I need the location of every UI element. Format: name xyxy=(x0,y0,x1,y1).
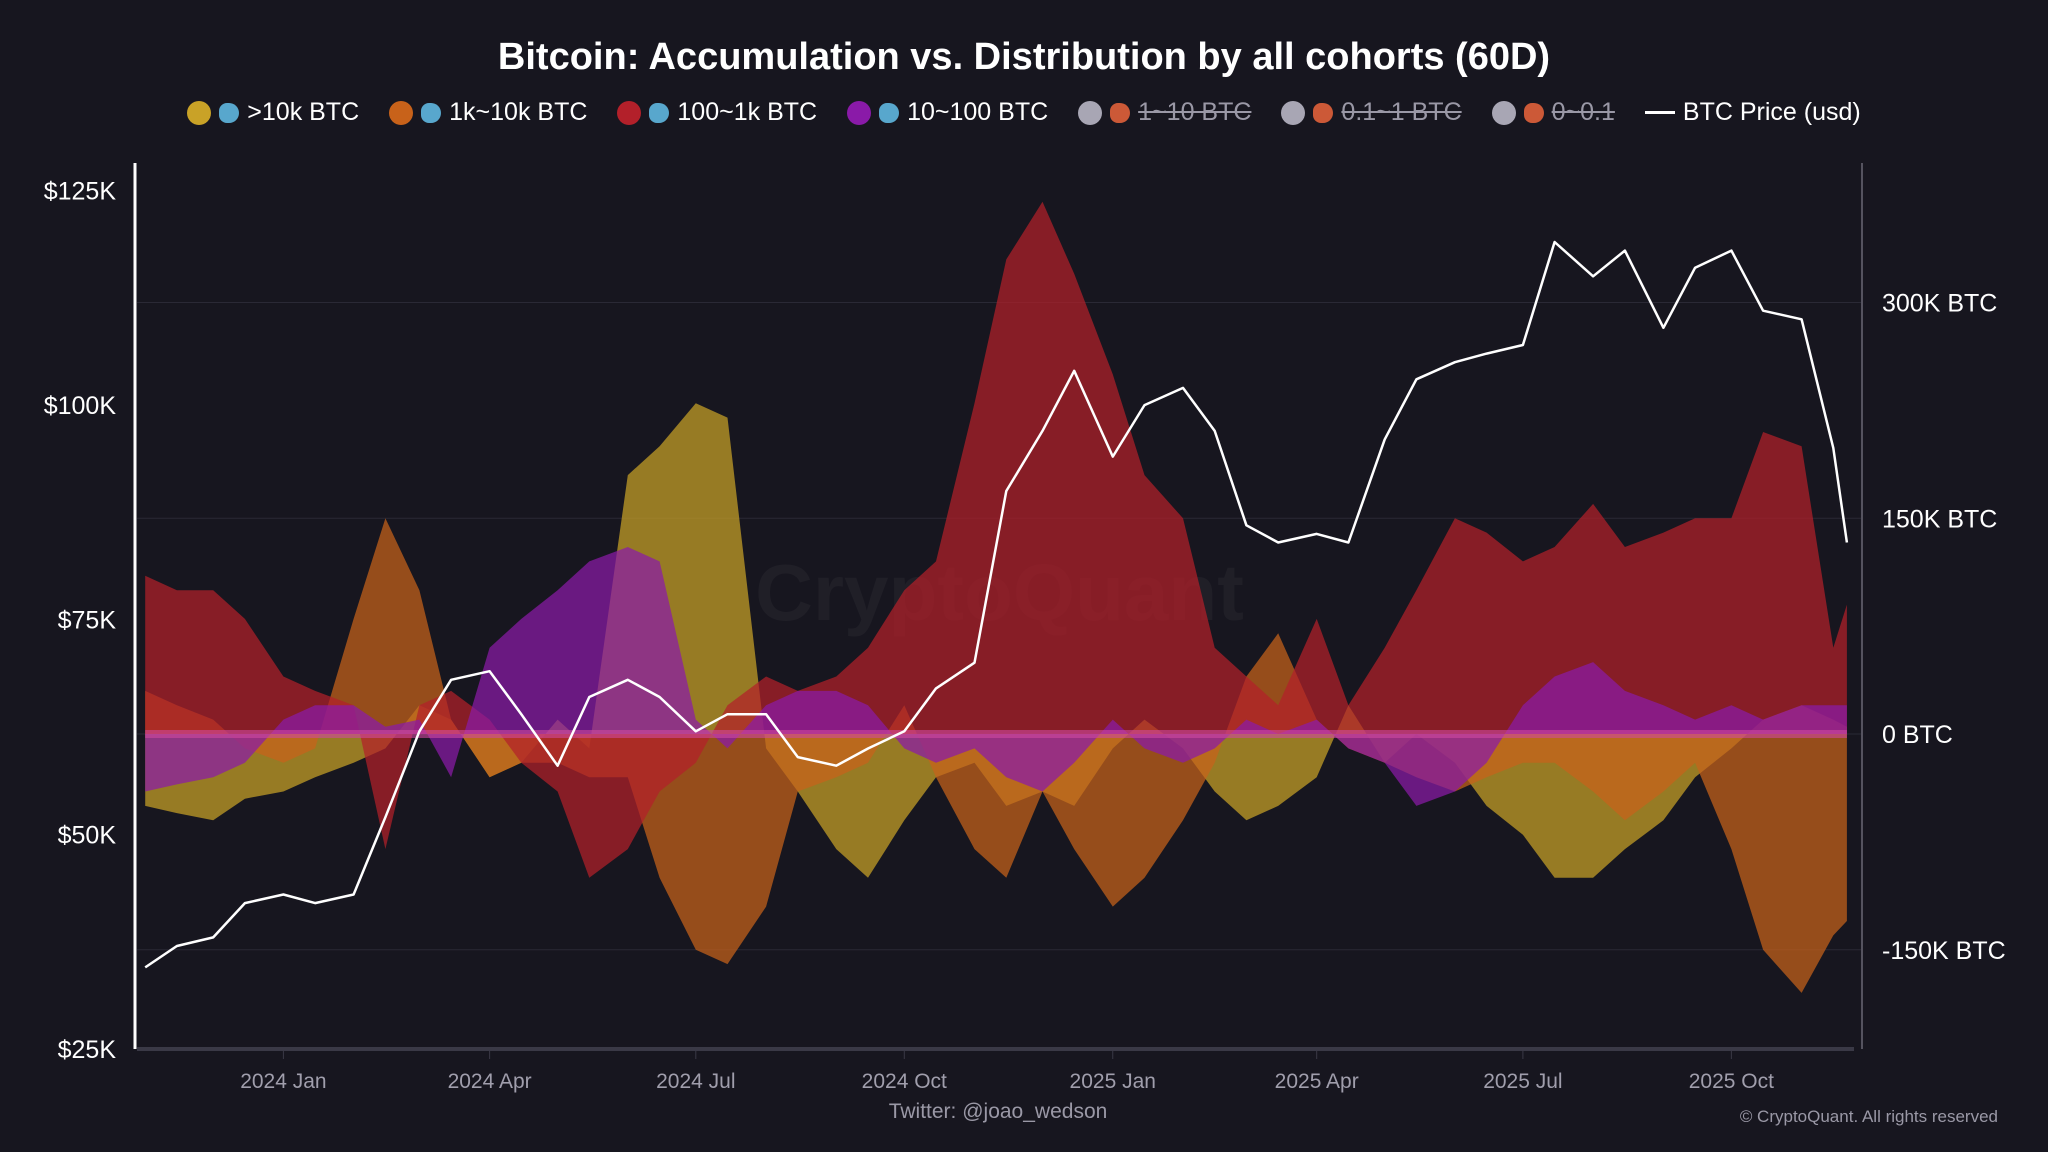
color-swatch xyxy=(617,100,642,125)
color-swatch xyxy=(1491,100,1516,125)
legend-item[interactable]: 100~1k BTC xyxy=(617,98,817,127)
legend-item[interactable]: >10k BTC xyxy=(187,98,359,127)
left-tick-label: $125K xyxy=(44,177,117,205)
legend-label: 1k~10k BTC xyxy=(449,98,588,126)
fish-icon xyxy=(879,102,900,123)
dolphin-icon xyxy=(649,102,670,123)
left-tick-label: $50K xyxy=(58,821,117,849)
x-tick-label: 2024 Oct xyxy=(862,1070,947,1093)
left-tick-label: $75K xyxy=(58,607,117,635)
legend-label: 0~0.1 xyxy=(1551,98,1615,126)
legend-item[interactable]: BTC Price (usd) xyxy=(1644,98,1861,127)
legend-item[interactable]: 0.1~1 BTC xyxy=(1281,98,1462,127)
color-swatch xyxy=(187,100,212,125)
color-swatch xyxy=(847,100,872,125)
right-tick-label: 150K BTC xyxy=(1882,505,1997,533)
area-series-3 xyxy=(145,547,1847,806)
twitter-credit: Twitter: @joao_wedson xyxy=(888,1100,1108,1123)
legend-label: 10~100 BTC xyxy=(907,98,1049,126)
line-swatch xyxy=(1644,111,1675,114)
legend-item[interactable]: 10~100 BTC xyxy=(847,98,1048,127)
legend-label: BTC Price (usd) xyxy=(1682,98,1861,126)
octopus-icon xyxy=(1110,102,1131,123)
x-tick-label: 2024 Jan xyxy=(240,1070,326,1093)
legend-item[interactable]: 1k~10k BTC xyxy=(389,98,587,127)
x-tick-label: 2024 Jul xyxy=(656,1070,735,1093)
shark-icon xyxy=(421,102,442,123)
shrimp-icon xyxy=(1523,102,1544,123)
legend-label: >10k BTC xyxy=(247,98,360,126)
legend-label: 100~1k BTC xyxy=(677,98,818,126)
right-tick-label: 0 BTC xyxy=(1882,721,1953,749)
crab-icon xyxy=(1313,102,1334,123)
legend: >10k BTC 1k~10k BTC 100~1k BTC 10~100 BTC 1~… xyxy=(0,98,2048,127)
x-tick-label: 2024 Apr xyxy=(448,1070,532,1093)
x-tick-label: 2025 Jul xyxy=(1483,1070,1562,1093)
color-swatch xyxy=(1078,100,1103,125)
legend-item[interactable]: 0~0.1 xyxy=(1491,98,1615,127)
x-tick-label: 2025 Jan xyxy=(1070,1070,1156,1093)
chart-title: Bitcoin: Accumulation vs. Distribution b… xyxy=(497,36,1551,78)
legend-label: 1~10 BTC xyxy=(1138,98,1252,126)
legend-item[interactable]: 1~10 BTC xyxy=(1078,98,1251,127)
legend-label: 0.1~1 BTC xyxy=(1341,98,1462,126)
left-tick-label: $100K xyxy=(44,392,117,420)
x-tick-label: 2025 Oct xyxy=(1689,1070,1774,1093)
copyright: © CryptoQuant. All rights reserved xyxy=(1739,1107,1998,1126)
btc-price-line xyxy=(144,240,1849,969)
color-swatch xyxy=(1281,100,1306,125)
right-tick-label: -150K BTC xyxy=(1882,937,2006,965)
x-tick-label: 2025 Apr xyxy=(1275,1070,1359,1093)
right-tick-label: 300K BTC xyxy=(1882,290,1997,318)
left-tick-label: $25K xyxy=(58,1036,117,1064)
color-swatch xyxy=(389,100,414,125)
whale-icon xyxy=(219,102,240,123)
